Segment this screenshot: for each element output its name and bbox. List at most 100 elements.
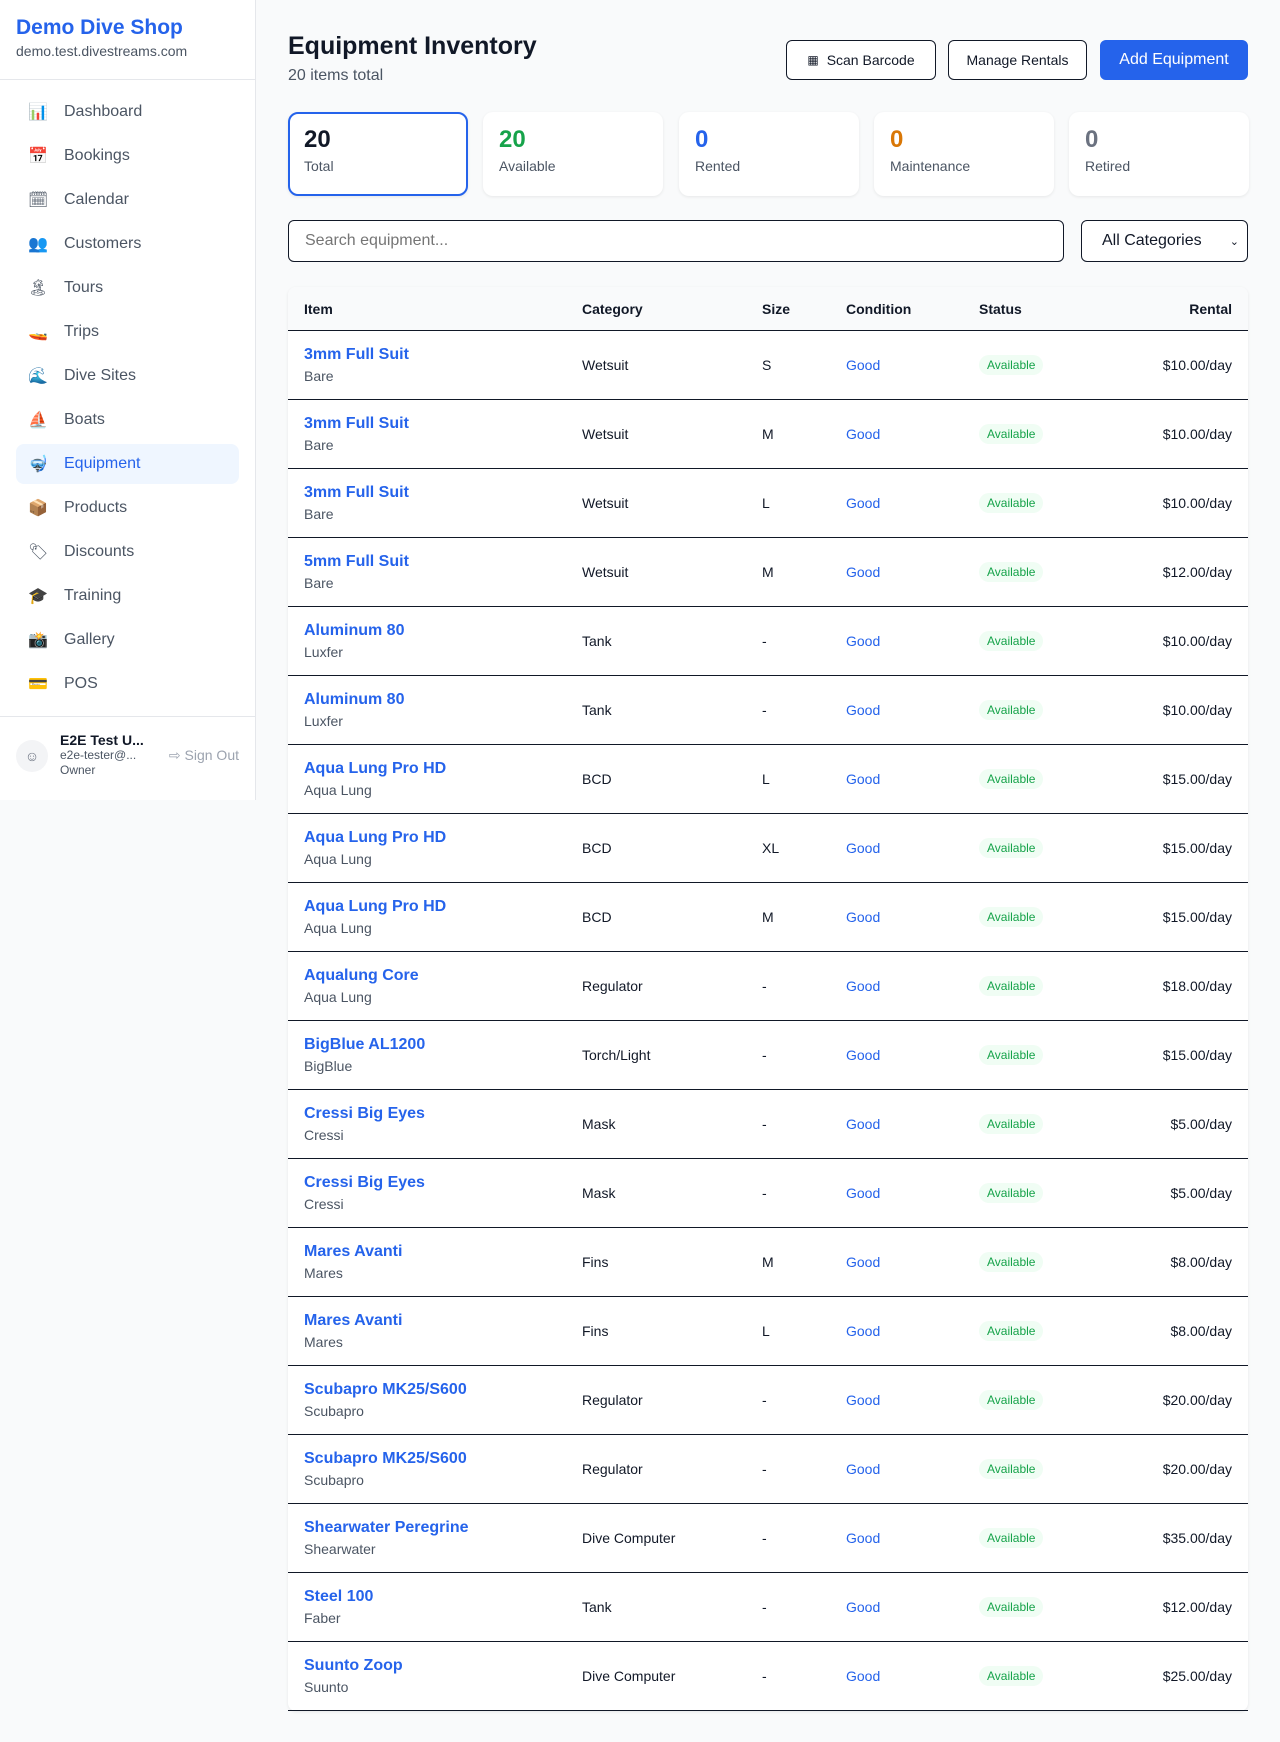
condition-cell: Good xyxy=(846,426,881,442)
sidebar-item-calendar[interactable]: 🗓 Calendar xyxy=(16,180,239,220)
sidebar-item-customers[interactable]: 👥 Customers xyxy=(16,224,239,264)
search-input[interactable] xyxy=(288,220,1064,262)
item-name-link[interactable]: BigBlue AL1200 xyxy=(304,1036,426,1053)
item-name-link[interactable]: 3mm Full Suit xyxy=(304,346,409,363)
sign-out-button[interactable]: ⇨ Sign Out xyxy=(169,747,239,764)
sidebar-item-label: Tours xyxy=(64,279,104,296)
sidebar-item-gallery[interactable]: 📸 Gallery xyxy=(16,620,239,660)
table-header: Item Category Size Condition Status Rent… xyxy=(288,287,1248,331)
sidebar-item-tours[interactable]: 🏝 Tours xyxy=(16,268,239,308)
item-name-link[interactable]: 5mm Full Suit xyxy=(304,553,409,570)
item-brand: Aqua Lung xyxy=(304,989,372,1005)
condition-cell: Good xyxy=(846,1461,881,1477)
item-cell: Aqualung Core Aqua Lung xyxy=(304,967,419,1005)
item-name-link[interactable]: Suunto Zoop xyxy=(304,1657,403,1674)
category-cell: Wetsuit xyxy=(582,564,629,580)
item-name-link[interactable]: Shearwater Peregrine xyxy=(304,1519,469,1536)
item-name-link[interactable]: Cressi Big Eyes xyxy=(304,1174,425,1191)
item-name-link[interactable]: 3mm Full Suit xyxy=(304,484,409,501)
stat-value: 20 xyxy=(304,126,331,153)
status-badge: Available xyxy=(979,1321,1044,1341)
scan-barcode-button[interactable]: ▦ Scan Barcode xyxy=(786,40,936,80)
calendar-icon: 🗓 xyxy=(28,192,49,209)
sidebar-item-dive-sites[interactable]: 🌊 Dive Sites xyxy=(16,356,239,396)
sidebar-item-label: Bookings xyxy=(64,147,130,164)
size-cell: - xyxy=(762,1116,767,1132)
shop-url: demo.test.divestreams.com xyxy=(16,43,188,59)
size-cell: L xyxy=(762,1323,770,1339)
condition-cell: Good xyxy=(846,1185,881,1201)
calendar-17-icon: 📅 xyxy=(28,148,48,165)
shop-name[interactable]: Demo Dive Shop xyxy=(16,16,183,39)
sidebar-item-equipment[interactable]: 🤿 Equipment xyxy=(16,444,239,484)
item-cell: BigBlue AL1200 BigBlue xyxy=(304,1036,425,1074)
category-select[interactable]: All Categories ⌄ xyxy=(1081,220,1248,262)
size-cell: L xyxy=(762,495,770,511)
user-email: e2e-tester@... xyxy=(60,748,137,762)
item-cell: Cressi Big Eyes Cressi xyxy=(304,1105,425,1143)
rental-cell: $15.00/day xyxy=(1162,909,1232,925)
item-brand: Faber xyxy=(304,1610,341,1626)
table-row: Scubapro MK25/S600 Scubapro Regulator - G… xyxy=(288,1435,1248,1504)
stat-card-retired[interactable]: 0 Retired xyxy=(1069,112,1249,196)
sidebar-item-label: Products xyxy=(64,499,128,516)
item-name-link[interactable]: Aqua Lung Pro HD xyxy=(304,760,447,777)
sidebar-nav: 📊 Dashboard 📅 Bookings 🗓 Calendar 👥 Customers 🏝 T… xyxy=(0,80,255,704)
item-name-link[interactable]: Scubapro MK25/S600 xyxy=(304,1450,467,1467)
item-name-link[interactable]: Aluminum 80 xyxy=(304,622,405,639)
sidebar-item-products[interactable]: 📦 Products xyxy=(16,488,239,528)
item-name-link[interactable]: 3mm Full Suit xyxy=(304,415,409,432)
sidebar-item-label: Customers xyxy=(64,235,142,252)
size-cell: - xyxy=(762,1461,767,1477)
stat-card-maintenance[interactable]: 0 Maintenance xyxy=(874,112,1054,196)
status-badge: Available xyxy=(979,1459,1044,1479)
status-badge: Available xyxy=(979,1666,1044,1686)
stat-card-available[interactable]: 20 Available xyxy=(483,112,663,196)
sidebar-item-training[interactable]: 🎓 Training xyxy=(16,576,239,616)
item-name-link[interactable]: Aluminum 80 xyxy=(304,691,405,708)
condition-cell: Good xyxy=(846,1392,881,1408)
sidebar: Demo Dive Shop demo.test.divestreams.com… xyxy=(0,0,256,800)
stat-card-rented[interactable]: 0 Rented xyxy=(679,112,859,196)
item-name-link[interactable]: Mares Avanti xyxy=(304,1312,403,1329)
table-row: Aqua Lung Pro HD Aqua Lung BCD M Good Ava… xyxy=(288,883,1248,952)
category-cell: BCD xyxy=(582,771,612,787)
item-cell: Aluminum 80 Luxfer xyxy=(304,691,404,729)
manage-rentals-button[interactable]: Manage Rentals xyxy=(948,40,1087,80)
item-name-link[interactable]: Aqualung Core xyxy=(304,967,419,984)
size-cell: M xyxy=(762,1254,774,1270)
item-name-link[interactable]: Aqua Lung Pro HD xyxy=(304,898,447,915)
equipment-table: Item Category Size Condition Status Rent… xyxy=(288,287,1248,1711)
item-cell: Scubapro MK25/S600 Scubapro xyxy=(304,1450,467,1488)
sidebar-item-pos[interactable]: 💳 POS xyxy=(16,664,239,704)
sidebar-item-discounts[interactable]: 🏷 Discounts xyxy=(16,532,239,572)
stat-card-total[interactable]: 20 Total xyxy=(288,112,468,196)
sign-out-icon: ⇨ xyxy=(168,747,185,763)
condition-cell: Good xyxy=(846,840,881,856)
item-brand: Bare xyxy=(304,506,334,522)
sidebar-item-boats[interactable]: ⛵ Boats xyxy=(16,400,239,440)
item-name-link[interactable]: Scubapro MK25/S600 xyxy=(304,1381,467,1398)
category-cell: Tank xyxy=(582,702,612,718)
category-cell: Fins xyxy=(582,1323,609,1339)
category-cell: Dive Computer xyxy=(582,1530,676,1546)
table-row: Aqua Lung Pro HD Aqua Lung BCD L Good Ava… xyxy=(288,745,1248,814)
item-name-link[interactable]: Aqua Lung Pro HD xyxy=(304,829,447,846)
sidebar-item-dashboard[interactable]: 📊 Dashboard xyxy=(16,92,239,132)
sidebar-item-bookings[interactable]: 📅 Bookings xyxy=(16,136,239,176)
table-row: Aqualung Core Aqua Lung Regulator - Good … xyxy=(288,952,1248,1021)
header-rental: Rental xyxy=(1189,300,1232,317)
item-name-link[interactable]: Steel 100 xyxy=(304,1588,374,1605)
item-brand: Aqua Lung xyxy=(304,851,372,867)
condition-cell: Good xyxy=(846,1047,881,1063)
add-equipment-button[interactable]: Add Equipment xyxy=(1100,40,1248,80)
item-name-link[interactable]: Cressi Big Eyes xyxy=(304,1105,425,1122)
brand: Demo Dive Shop demo.test.divestreams.com xyxy=(0,0,255,80)
sidebar-item-trips[interactable]: 🚤 Trips xyxy=(16,312,239,352)
sailboat-icon: ⛵ xyxy=(28,412,48,429)
category-cell: Wetsuit xyxy=(582,495,629,511)
item-name-link[interactable]: Mares Avanti xyxy=(304,1243,403,1260)
condition-cell: Good xyxy=(846,771,881,787)
table-row: Aqua Lung Pro HD Aqua Lung BCD XL Good Av… xyxy=(288,814,1248,883)
table-row: BigBlue AL1200 BigBlue Torch/Light - Good… xyxy=(288,1021,1248,1090)
